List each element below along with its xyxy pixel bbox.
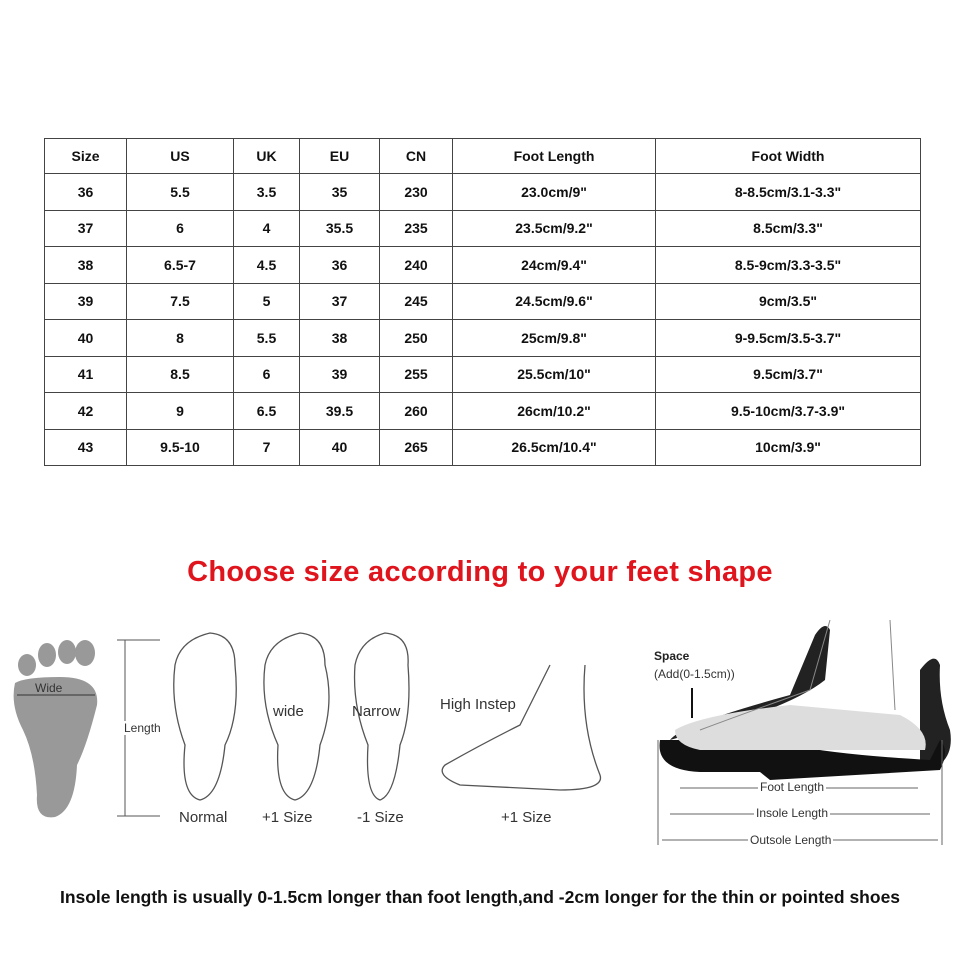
table-cell: 36 [44, 173, 127, 211]
space-note: (Add(0-1.5cm)) [654, 667, 735, 681]
wide-label: Wide [35, 681, 63, 695]
table-cell: 8.5 [126, 355, 234, 393]
table-cell: 260 [379, 392, 453, 430]
column-header: UK [233, 138, 300, 174]
table-cell: 40 [44, 319, 127, 357]
table-cell: 250 [379, 319, 453, 357]
table-cell: 36 [299, 246, 380, 284]
table-cell: 25cm/9.8" [452, 319, 656, 357]
table-cell: 41 [44, 355, 127, 393]
table-cell: 23.0cm/9" [452, 173, 656, 211]
table-cell: 9cm/3.5" [655, 282, 921, 320]
table-cell: 38 [44, 246, 127, 284]
table-cell: 8.5cm/3.3" [655, 209, 921, 247]
column-header: Foot Width [655, 138, 921, 174]
table-row: 43 9.5-10 7 40 265 26.5cm/10.4" 10cm/3.9" [44, 428, 921, 466]
foot-label-instep: +1 Size [501, 809, 552, 826]
table-cell: 6.5-7 [126, 246, 234, 284]
table-cell: 10cm/3.9" [655, 428, 921, 466]
table-cell: 43 [44, 428, 127, 466]
table-cell: 8.5-9cm/3.3-3.5" [655, 246, 921, 284]
page-title: Choose size according to your feet shape [187, 556, 773, 588]
table-cell: 39 [44, 282, 127, 320]
table-cell: 35.5 [299, 209, 380, 247]
table-cell: 9.5-10cm/3.7-3.9" [655, 392, 921, 430]
foot-length-label: Foot Length [758, 780, 827, 794]
table-cell: 265 [379, 428, 453, 466]
length-label: Length [124, 721, 161, 735]
foot-label-normal: Normal [179, 809, 228, 826]
table-cell: 5 [233, 282, 300, 320]
foot-sole-icon [13, 640, 98, 818]
foot-label-minus1: -1 Size [357, 809, 404, 826]
space-label: Space [654, 649, 690, 663]
column-header: CN [379, 138, 453, 174]
table-cell: 8-8.5cm/3.1-3.3" [655, 173, 921, 211]
table-cell: 4 [233, 209, 300, 247]
wide-mark: wide [273, 703, 304, 720]
table-cell: 9.5-10 [126, 428, 234, 466]
table-cell: 8 [126, 319, 234, 357]
column-header: Foot Length [452, 138, 656, 174]
table-cell: 40 [299, 428, 380, 466]
size-chart-table: Size US UK EU CN Foot Length Foot Width 36 5.5 3… [44, 138, 921, 466]
table-cell: 35 [299, 173, 380, 211]
table-cell: 245 [379, 282, 453, 320]
table-cell: 230 [379, 173, 453, 211]
table-cell: 39.5 [299, 392, 380, 430]
table-row: 40 8 5.5 38 250 25cm/9.8" 9-9.5cm/3.5-3.7" [44, 319, 921, 357]
table-cell: 6.5 [233, 392, 300, 430]
insole-note: Insole length is usually 0-1.5cm longer … [59, 887, 901, 907]
table-cell: 235 [379, 209, 453, 247]
foot-outlines-illustration [173, 632, 602, 801]
table-header-row: Size US UK EU CN Foot Length Foot Width [44, 138, 921, 174]
table-cell: 5.5 [126, 173, 234, 211]
table-row: 36 5.5 3.5 35 230 23.0cm/9" 8-8.5cm/3.1-3.3" [44, 173, 921, 211]
high-instep-mark: High Instep [440, 696, 516, 713]
table-cell: 240 [379, 246, 453, 284]
table-cell: 37 [44, 209, 127, 247]
table-cell: 6 [233, 355, 300, 393]
insole-length-label: Insole Length [754, 806, 831, 820]
table-cell: 24.5cm/9.6" [452, 282, 656, 320]
table-cell: 3.5 [233, 173, 300, 211]
table-cell: 9.5cm/3.7" [655, 355, 921, 393]
table-cell: 38 [299, 319, 380, 357]
table-cell: 9 [126, 392, 234, 430]
table-row: 42 9 6.5 39.5 260 26cm/10.2" 9.5-10cm/3.7-3.9" [44, 392, 921, 430]
table-cell: 7.5 [126, 282, 234, 320]
table-cell: 39 [299, 355, 380, 393]
table-row: 41 8.5 6 39 255 25.5cm/10" 9.5cm/3.7" [44, 355, 921, 393]
table-cell: 37 [299, 282, 380, 320]
table-cell: 23.5cm/9.2" [452, 209, 656, 247]
table-cell: 24cm/9.4" [452, 246, 656, 284]
table-row: 38 6.5-7 4.5 36 240 24cm/9.4" 8.5-9cm/3.3-3.5" [44, 246, 921, 284]
table-cell: 6 [126, 209, 234, 247]
column-header: US [126, 138, 234, 174]
outsole-length-label: Outsole Length [748, 833, 834, 847]
table-cell: 7 [233, 428, 300, 466]
table-cell: 255 [379, 355, 453, 393]
table-cell: 4.5 [233, 246, 300, 284]
table-cell: 9-9.5cm/3.5-3.7" [655, 319, 921, 357]
table-row: 37 6 4 35.5 235 23.5cm/9.2" 8.5cm/3.3" [44, 209, 921, 247]
shoe-cross-section-illustration [657, 620, 951, 845]
table-cell: 25.5cm/10" [452, 355, 656, 393]
table-cell: 5.5 [233, 319, 300, 357]
narrow-mark: Narrow [352, 703, 401, 720]
column-header: Size [44, 138, 127, 174]
table-cell: 26cm/10.2" [452, 392, 656, 430]
table-cell: 42 [44, 392, 127, 430]
table-cell: 26.5cm/10.4" [452, 428, 656, 466]
column-header: EU [299, 138, 380, 174]
foot-label-plus1: +1 Size [262, 809, 313, 826]
table-row: 39 7.5 5 37 245 24.5cm/9.6" 9cm/3.5" [44, 282, 921, 320]
